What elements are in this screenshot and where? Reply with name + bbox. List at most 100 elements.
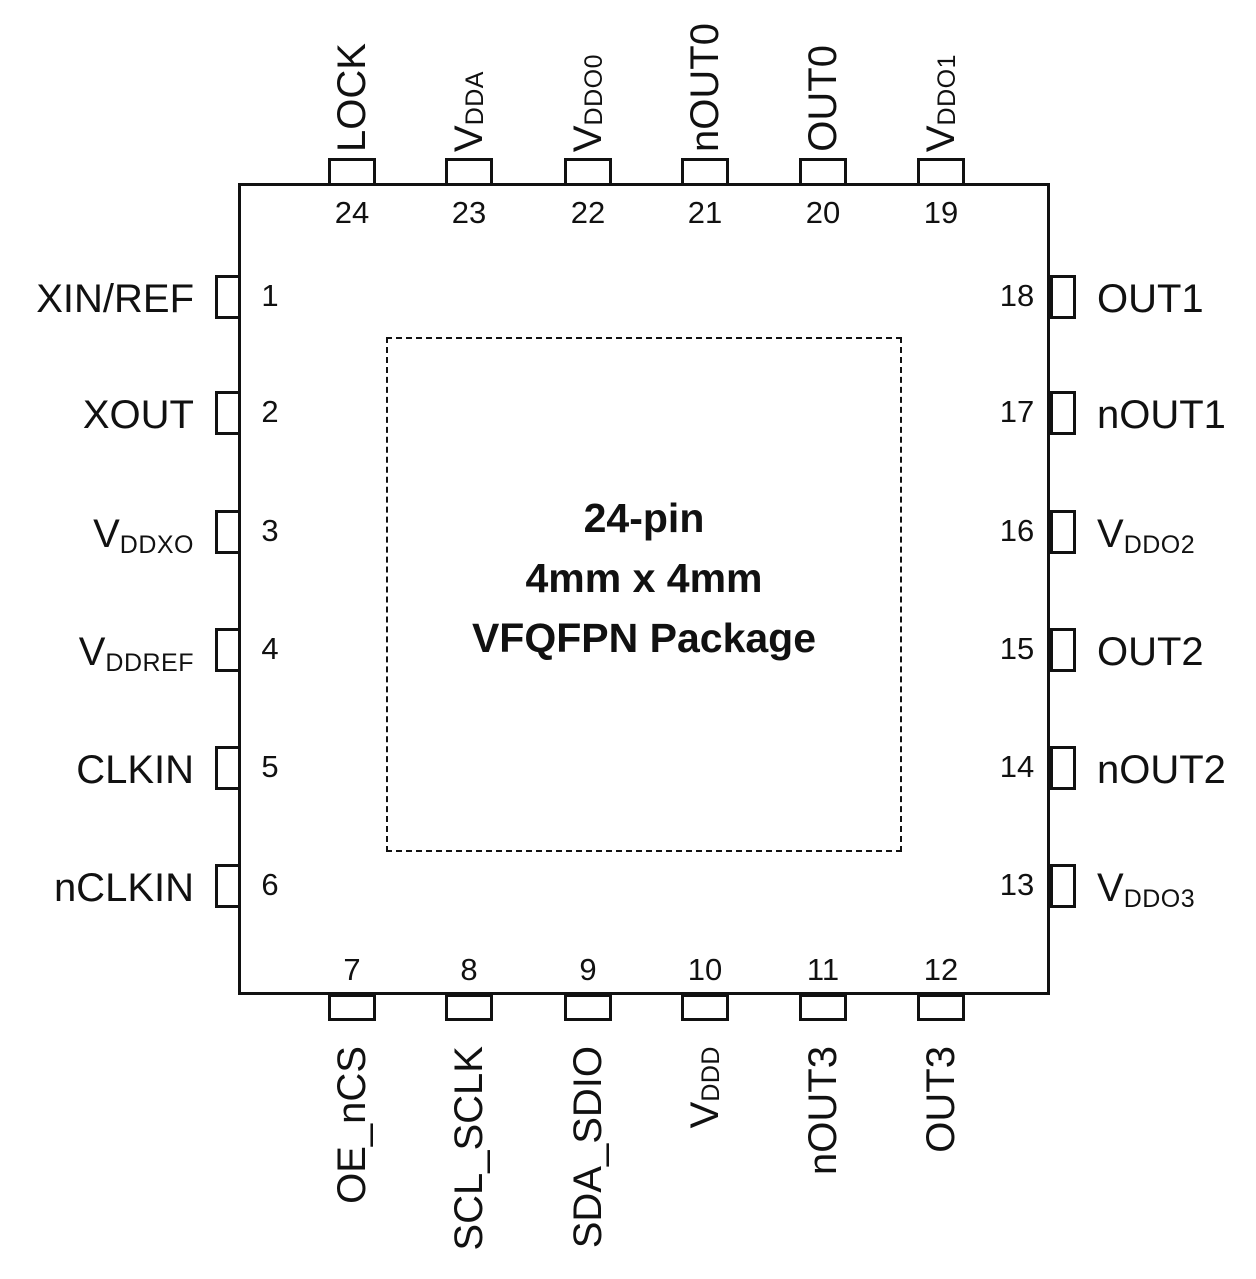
pin-9-label: SDA_SDIO — [566, 1046, 610, 1248]
pin-name-subscript: DDXO — [119, 531, 194, 559]
pin-name: OUT0 — [801, 45, 845, 152]
pin-15-number: 15 — [999, 631, 1035, 666]
pin-20-pad — [799, 158, 847, 186]
pin-15-pad — [1050, 628, 1076, 672]
pin-19-pad — [917, 158, 965, 186]
pin-10-pad — [681, 994, 729, 1021]
pin-name: XOUT — [82, 393, 194, 437]
pin-23-number: 23 — [451, 195, 487, 230]
pin-name: OE_nCS — [330, 1046, 374, 1204]
pin-name-subscript: DDO1 — [933, 53, 961, 126]
pin-11-number: 11 — [806, 952, 840, 987]
pin-5-label: CLKIN — [76, 748, 194, 792]
pin-13-label: VDDO3 — [1097, 866, 1195, 921]
pin-10-number: 10 — [687, 952, 723, 987]
pin-20-label: OUT0 — [801, 45, 845, 152]
pin-1-label: XIN/REF — [36, 277, 194, 321]
exposed-pad-outline — [386, 337, 902, 852]
pin-5-pad — [215, 746, 241, 790]
pin-name: V — [78, 630, 106, 674]
pin-15-label: OUT2 — [1097, 630, 1204, 674]
pin-name: SDA_SDIO — [566, 1046, 610, 1249]
pin-name: nOUT0 — [683, 23, 727, 152]
pin-12-label: OUT3 — [919, 1046, 963, 1153]
pin-8-label: SCL_SCLK — [447, 1046, 491, 1251]
pin-3-number: 3 — [261, 513, 279, 548]
pin-name-subscript: DDA — [461, 71, 489, 126]
pin-6-label: nCLKIN — [54, 866, 194, 910]
pin-22-pad — [564, 158, 612, 186]
pin-21-pad — [681, 158, 729, 186]
pin-24-pad — [328, 158, 376, 186]
pin-16-label: VDDO2 — [1097, 512, 1195, 567]
pin-11-label: nOUT3 — [801, 1046, 845, 1175]
pin-4-number: 4 — [261, 631, 279, 666]
pin-7-label: OE_nCS — [330, 1046, 374, 1204]
pin-name-subscript: DDO0 — [580, 53, 608, 126]
pin-4-pad — [215, 628, 241, 672]
pin-18-pad — [1050, 275, 1076, 319]
pin-1-number: 1 — [261, 278, 279, 313]
pin-name: OUT2 — [1097, 630, 1204, 674]
package-title-line-1: 24-pin — [583, 495, 705, 541]
pin-21-number: 21 — [687, 195, 723, 230]
pin-3-pad — [215, 510, 241, 554]
package-title-line-3: VFQFPN Package — [471, 615, 817, 661]
pin-name-subscript: DDREF — [105, 649, 194, 677]
pin-7-pad — [328, 994, 376, 1021]
pin-name: OUT1 — [1097, 277, 1204, 321]
pin-24-label: LOCK — [330, 43, 374, 152]
pin-name: OUT3 — [919, 1046, 963, 1153]
pin-18-number: 18 — [999, 278, 1035, 313]
pin-21-label: nOUT0 — [683, 23, 727, 152]
chip-package-outline — [238, 183, 1050, 995]
pin-name: CLKIN — [76, 748, 194, 792]
pin-16-pad — [1050, 510, 1076, 554]
pin-17-label: nOUT1 — [1097, 393, 1226, 437]
pin-23-pad — [445, 158, 493, 186]
pin-name: nOUT1 — [1097, 393, 1226, 437]
pin-2-label: XOUT — [83, 393, 194, 437]
pin-20-number: 20 — [805, 195, 841, 230]
pin-17-pad — [1050, 391, 1076, 435]
package-title-line-2: 4mm x 4mm — [525, 555, 763, 601]
pin-name: nOUT2 — [1097, 748, 1226, 792]
pin-8-number: 8 — [460, 952, 478, 987]
pin-name: V — [93, 512, 120, 556]
pin-12-number: 12 — [923, 952, 959, 987]
pin-22-number: 22 — [570, 195, 606, 230]
pin-5-number: 5 — [261, 749, 279, 784]
pin-9-number: 9 — [579, 952, 597, 987]
pin-10-label: VDDD — [683, 1046, 733, 1128]
pin-6-number: 6 — [261, 867, 279, 902]
pin-name: V — [1097, 512, 1124, 556]
pin-name: V — [566, 125, 610, 152]
pin-name: V — [1097, 866, 1124, 910]
pin-23-label: VDDA — [447, 71, 497, 152]
pin-name: nCLKIN — [53, 866, 194, 910]
pin-14-pad — [1050, 746, 1076, 790]
pin-1-pad — [215, 275, 241, 319]
pin-14-label: nOUT2 — [1097, 748, 1226, 792]
pin-13-number: 13 — [999, 867, 1035, 902]
pin-19-number: 19 — [923, 195, 959, 230]
pin-name: V — [447, 125, 491, 152]
pin-name: nOUT3 — [801, 1046, 845, 1175]
pin-name: V — [683, 1101, 727, 1129]
package-title: 24-pin 4mm x 4mm VFQFPN Package — [386, 488, 902, 668]
pin-4-label: VDDREF — [79, 630, 194, 685]
pin-name-subscript: DDD — [697, 1046, 725, 1102]
pin-7-number: 7 — [343, 952, 361, 987]
pin-13-pad — [1050, 864, 1076, 908]
pin-22-label: VDDO0 — [566, 54, 616, 152]
pin-2-pad — [215, 391, 241, 435]
pin-11-pad — [799, 994, 847, 1021]
pin-name: LOCK — [330, 43, 374, 152]
pin-14-number: 14 — [999, 749, 1035, 784]
pin-12-pad — [917, 994, 965, 1021]
pin-9-pad — [564, 994, 612, 1021]
pin-3-label: VDDXO — [93, 512, 194, 567]
pin-name-subscript: DDO3 — [1123, 885, 1196, 913]
pin-16-number: 16 — [999, 513, 1035, 548]
pin-19-label: VDDO1 — [919, 54, 969, 152]
